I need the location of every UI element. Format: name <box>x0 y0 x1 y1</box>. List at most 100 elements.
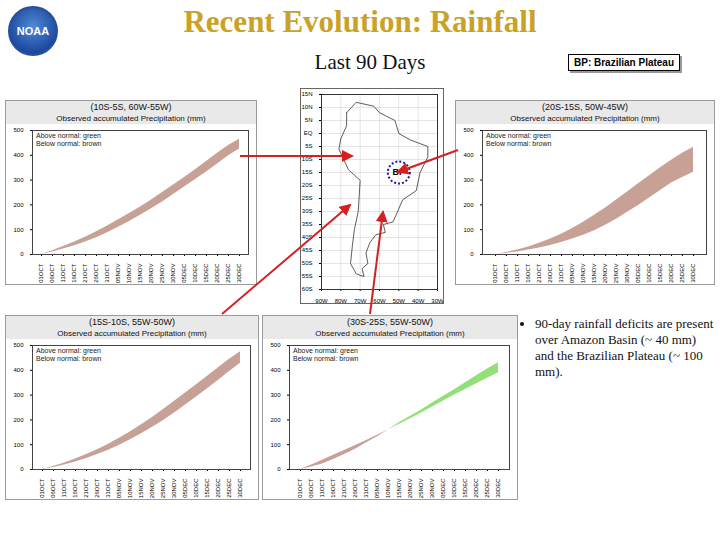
svg-text:30NOV: 30NOV <box>429 479 435 499</box>
svg-text:20NOV: 20NOV <box>149 479 155 499</box>
svg-text:0: 0 <box>277 466 281 472</box>
svg-text:300: 300 <box>270 392 281 398</box>
svg-text:60W: 60W <box>373 298 386 303</box>
svg-text:25NOV: 25NOV <box>418 479 424 499</box>
svg-text:300: 300 <box>13 392 24 398</box>
svg-text:05NOV: 05NOV <box>116 479 122 499</box>
svg-text:30NOV: 30NOV <box>624 264 630 284</box>
svg-text:25S: 25S <box>302 195 313 201</box>
svg-text:20DEC: 20DEC <box>668 263 674 283</box>
svg-text:10NOV: 10NOV <box>385 479 391 499</box>
svg-text:500: 500 <box>270 342 281 348</box>
svg-text:21OCT: 21OCT <box>83 478 89 498</box>
svg-text:30DEC: 30DEC <box>236 263 242 283</box>
svg-text:35S: 35S <box>302 221 313 227</box>
svg-text:10DEC: 10DEC <box>646 263 652 283</box>
svg-text:26OCT: 26OCT <box>93 263 99 283</box>
svg-text:25NOV: 25NOV <box>613 264 619 284</box>
svg-text:50W: 50W <box>393 298 406 303</box>
svg-text:15DEC: 15DEC <box>462 478 468 498</box>
svg-text:20NOV: 20NOV <box>148 264 154 284</box>
svg-text:15DEC: 15DEC <box>203 263 209 283</box>
svg-text:15NOV: 15NOV <box>137 264 143 284</box>
svg-text:60S: 60S <box>302 286 313 292</box>
svg-text:11OCT: 11OCT <box>61 478 67 497</box>
svg-text:30W: 30W <box>431 298 443 303</box>
svg-text:20NOV: 20NOV <box>602 264 608 284</box>
svg-text:100: 100 <box>13 442 24 448</box>
svg-text:06OCT: 06OCT <box>503 263 509 283</box>
svg-text:50S: 50S <box>302 260 313 266</box>
svg-text:30DEC: 30DEC <box>495 478 501 498</box>
svg-text:16OCT: 16OCT <box>330 478 336 498</box>
svg-text:01OCT: 01OCT <box>492 263 498 283</box>
svg-text:26OCT: 26OCT <box>352 478 358 498</box>
svg-text:500: 500 <box>13 342 24 348</box>
svg-text:21OCT: 21OCT <box>341 478 347 498</box>
svg-text:26OCT: 26OCT <box>94 478 100 498</box>
svg-text:05NOV: 05NOV <box>115 264 121 284</box>
svg-text:10DEC: 10DEC <box>192 263 198 283</box>
svg-text:30NOV: 30NOV <box>171 479 177 499</box>
svg-text:40W: 40W <box>412 298 425 303</box>
svg-text:25NOV: 25NOV <box>160 479 166 499</box>
svg-text:05DEC: 05DEC <box>635 263 641 283</box>
svg-text:20DEC: 20DEC <box>215 478 221 498</box>
svg-text:31OCT: 31OCT <box>558 263 564 283</box>
svg-text:05DEC: 05DEC <box>182 478 188 498</box>
svg-text:10NOV: 10NOV <box>580 264 586 284</box>
svg-text:15NOV: 15NOV <box>138 479 144 499</box>
svg-text:300: 300 <box>463 177 474 183</box>
svg-text:200: 200 <box>463 202 474 208</box>
svg-text:31OCT: 31OCT <box>105 478 111 498</box>
svg-text:5S: 5S <box>305 143 312 149</box>
svg-text:16OCT: 16OCT <box>71 263 77 283</box>
svg-text:11OCT: 11OCT <box>514 263 520 282</box>
svg-text:70W: 70W <box>354 298 367 303</box>
svg-text:10NOV: 10NOV <box>127 479 133 499</box>
svg-text:10NOV: 10NOV <box>126 264 132 284</box>
svg-text:30DEC: 30DEC <box>237 478 243 498</box>
svg-text:90W: 90W <box>315 298 328 303</box>
svg-text:16OCT: 16OCT <box>525 263 531 283</box>
svg-text:55S: 55S <box>302 273 313 279</box>
svg-text:400: 400 <box>13 367 24 373</box>
svg-text:20NOV: 20NOV <box>407 479 413 499</box>
svg-text:200: 200 <box>13 417 24 423</box>
svg-text:01OCT: 01OCT <box>38 263 44 283</box>
svg-text:25DEC: 25DEC <box>484 478 490 498</box>
svg-text:200: 200 <box>270 417 281 423</box>
svg-text:15NOV: 15NOV <box>396 479 402 499</box>
svg-text:30DEC: 30DEC <box>690 263 696 283</box>
svg-text:100: 100 <box>13 227 24 233</box>
svg-text:15DEC: 15DEC <box>204 478 210 498</box>
svg-text:06OCT: 06OCT <box>50 478 56 498</box>
svg-text:15DEC: 15DEC <box>657 263 663 283</box>
svg-text:25DEC: 25DEC <box>679 263 685 283</box>
svg-text:30NOV: 30NOV <box>170 264 176 284</box>
svg-text:01OCT: 01OCT <box>297 478 303 498</box>
svg-text:10S: 10S <box>302 156 313 162</box>
svg-text:21OCT: 21OCT <box>82 263 88 283</box>
svg-text:20DEC: 20DEC <box>214 263 220 283</box>
svg-text:05NOV: 05NOV <box>569 264 575 284</box>
svg-text:20DEC: 20DEC <box>473 478 479 498</box>
svg-text:100: 100 <box>270 442 281 448</box>
svg-text:15NOV: 15NOV <box>591 264 597 284</box>
svg-text:20S: 20S <box>302 182 313 188</box>
svg-text:10DEC: 10DEC <box>451 478 457 498</box>
svg-text:5N: 5N <box>305 117 313 123</box>
svg-text:400: 400 <box>13 152 24 158</box>
svg-text:BP: BP <box>393 167 406 177</box>
svg-text:45S: 45S <box>302 247 313 253</box>
svg-text:80W: 80W <box>335 298 348 303</box>
svg-text:400: 400 <box>270 367 281 373</box>
svg-text:05NOV: 05NOV <box>374 479 380 499</box>
svg-text:30S: 30S <box>302 208 313 214</box>
svg-text:15N: 15N <box>301 91 312 97</box>
svg-text:300: 300 <box>13 177 24 183</box>
svg-text:31OCT: 31OCT <box>363 478 369 498</box>
svg-text:500: 500 <box>463 127 474 133</box>
svg-text:0: 0 <box>20 466 24 472</box>
svg-text:05DEC: 05DEC <box>181 263 187 283</box>
